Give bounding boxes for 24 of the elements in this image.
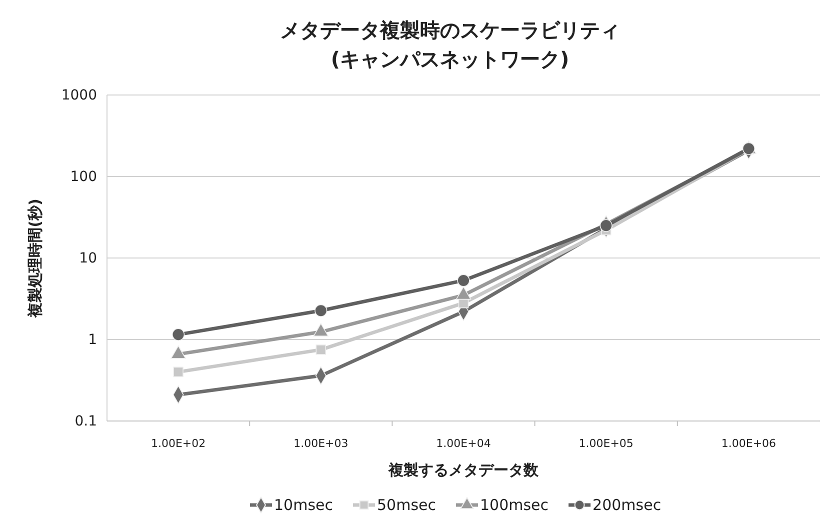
y-tick-label: 1000	[61, 87, 97, 104]
x-tick-label: 1.00E+04	[436, 436, 491, 450]
legend-label: 50msec	[377, 496, 436, 514]
x-tick-label: 1.00E+06	[721, 436, 776, 450]
point	[172, 328, 185, 341]
chart-subtitle: (キャンパスネットワーク)	[330, 47, 570, 71]
legend-label: 100msec	[480, 496, 549, 514]
x-axis-title: 複製するメタデータ数	[388, 461, 540, 479]
point	[173, 366, 184, 378]
x-tick-label: 1.00E+03	[294, 436, 348, 450]
point	[457, 274, 470, 287]
y-tick-label: 0.1	[74, 413, 97, 430]
chart-title: メタデータ複製時のスケーラビリティ	[280, 18, 620, 42]
point	[316, 344, 326, 355]
legend-label: 200msec	[592, 496, 662, 514]
y-tick-label: 1	[88, 332, 97, 348]
legend-label: 10msec	[274, 496, 333, 514]
x-tick-label: 1.00E+02	[150, 436, 206, 450]
point	[600, 219, 612, 232]
y-axis-title: 複製処理時間(秒)	[26, 198, 44, 318]
y-tick-label: 10	[79, 250, 97, 266]
x-tick-label: 1.00E+05	[578, 436, 634, 450]
point	[314, 304, 328, 317]
y-tick-label: 100	[70, 168, 97, 185]
